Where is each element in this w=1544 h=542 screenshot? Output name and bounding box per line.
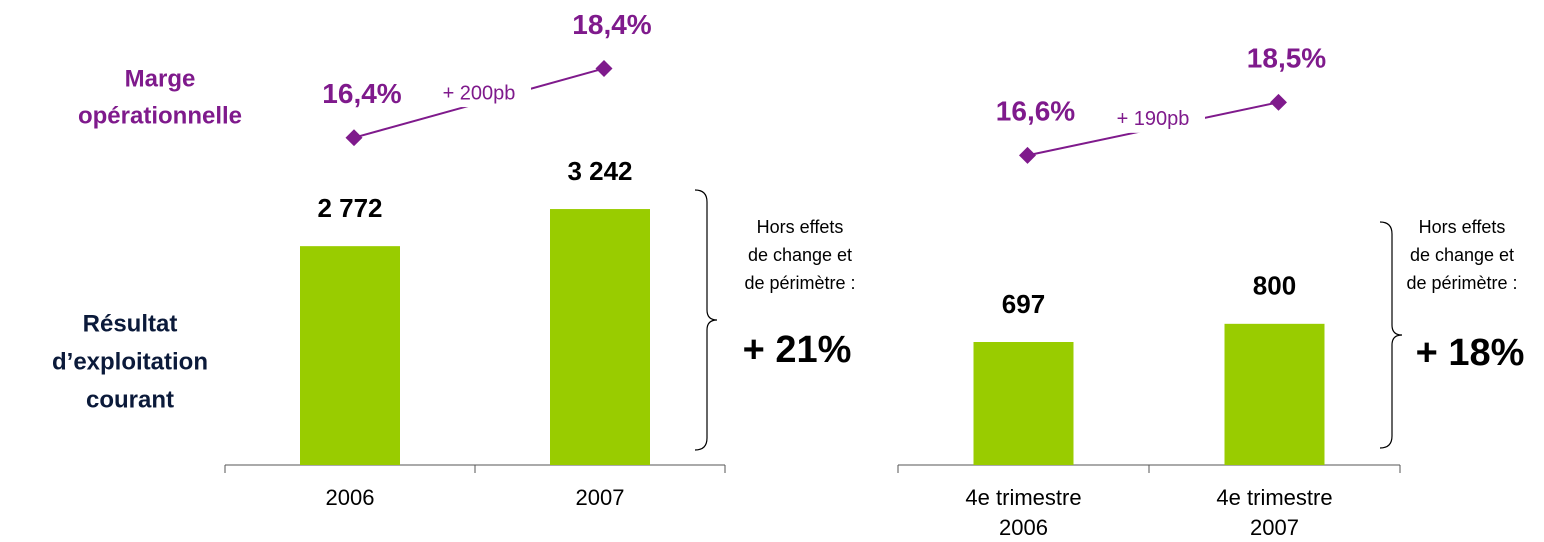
note: de change et bbox=[1410, 245, 1514, 265]
x-tick-label: 2006 bbox=[999, 515, 1048, 540]
margin-label: 16,6% bbox=[996, 96, 1075, 127]
line-annotation: + 190pb bbox=[1117, 108, 1190, 130]
bar bbox=[973, 342, 1074, 465]
value-label: 3 242 bbox=[567, 156, 632, 186]
value-label: 697 bbox=[1002, 289, 1045, 319]
x-tick-label: 2006 bbox=[326, 485, 375, 510]
line-annotation: + 200pb bbox=[443, 82, 516, 104]
bar bbox=[550, 209, 650, 465]
change-label: + 21% bbox=[743, 329, 852, 371]
x-tick-label: 4e trimestre bbox=[1216, 485, 1332, 510]
brace bbox=[694, 189, 718, 451]
x-tick-label: 2007 bbox=[1250, 515, 1299, 540]
x-tick-label: 2007 bbox=[576, 485, 625, 510]
note: de change et bbox=[748, 245, 852, 265]
note: de périmètre : bbox=[1406, 273, 1517, 293]
margin-point bbox=[345, 129, 363, 147]
row-label: Résultat bbox=[83, 310, 178, 337]
bar bbox=[1224, 323, 1325, 465]
note: Hors effets bbox=[1419, 217, 1506, 237]
row-label: opérationnelle bbox=[78, 102, 242, 129]
value-label: 800 bbox=[1253, 271, 1296, 301]
row-label: Marge bbox=[125, 65, 196, 92]
margin-point bbox=[1019, 146, 1036, 164]
value-label: 2 772 bbox=[317, 193, 382, 223]
bar bbox=[300, 246, 400, 465]
note: de périmètre : bbox=[744, 273, 855, 293]
row-label: courant bbox=[86, 386, 174, 413]
margin-point bbox=[1270, 93, 1287, 111]
margin-label: 18,4% bbox=[572, 9, 651, 40]
annotation-bg bbox=[427, 81, 531, 108]
margin-label: 18,5% bbox=[1247, 43, 1326, 74]
note: Hors effets bbox=[757, 217, 844, 237]
change-label: + 18% bbox=[1416, 332, 1525, 374]
margin-label: 16,4% bbox=[322, 78, 401, 109]
margin-point bbox=[595, 59, 613, 77]
row-label: d’exploitation bbox=[52, 348, 208, 375]
brace bbox=[1379, 221, 1403, 449]
x-tick-label: 4e trimestre bbox=[965, 485, 1081, 510]
annotation-bg bbox=[1101, 106, 1205, 133]
